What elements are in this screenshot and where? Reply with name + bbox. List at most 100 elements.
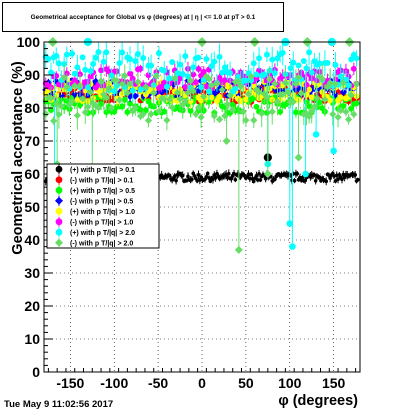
data-point bbox=[303, 65, 310, 72]
data-point bbox=[303, 91, 310, 98]
data-point bbox=[140, 55, 147, 61]
data-point bbox=[111, 88, 118, 95]
data-point bbox=[300, 58, 307, 64]
data-point bbox=[186, 77, 195, 85]
data-point bbox=[161, 108, 168, 115]
data-point bbox=[150, 103, 157, 110]
data-point bbox=[73, 111, 81, 120]
data-point bbox=[308, 69, 315, 76]
data-point bbox=[169, 59, 176, 66]
data-point bbox=[103, 49, 110, 56]
data-point bbox=[310, 103, 318, 111]
data-point bbox=[187, 98, 194, 105]
data-point bbox=[353, 55, 360, 62]
data-point bbox=[163, 116, 171, 124]
data-point bbox=[312, 131, 320, 138]
data-point bbox=[253, 103, 260, 110]
data-point bbox=[207, 176, 211, 180]
data-point bbox=[229, 106, 237, 114]
data-point bbox=[250, 82, 257, 89]
data-point bbox=[206, 88, 212, 95]
y-tick-label: 30 bbox=[24, 265, 40, 281]
data-point bbox=[119, 103, 126, 110]
data-point bbox=[316, 73, 324, 81]
legend-label: (+) with p T/|q| > 2.0 bbox=[70, 230, 135, 237]
data-point bbox=[258, 178, 263, 182]
data-point bbox=[63, 51, 70, 58]
data-point bbox=[208, 179, 213, 184]
y-tick-label: 20 bbox=[24, 298, 40, 314]
legend-label: (-) with p T/|q| > 0.5 bbox=[70, 198, 133, 205]
data-point bbox=[324, 59, 331, 66]
legend-label: (-) with p T/|q| > 0.1 bbox=[70, 177, 133, 184]
legend-label: (+) with p T/|q| > 0.5 bbox=[70, 188, 135, 195]
data-point bbox=[308, 107, 316, 116]
data-point bbox=[216, 53, 223, 60]
data-point bbox=[147, 110, 155, 118]
data-point bbox=[174, 178, 178, 183]
y-tick-label: 50 bbox=[24, 199, 40, 215]
data-point bbox=[340, 103, 347, 110]
data-point bbox=[348, 56, 355, 63]
data-point bbox=[94, 104, 103, 112]
data-point bbox=[121, 72, 129, 80]
data-point bbox=[52, 100, 60, 108]
data-point bbox=[102, 94, 110, 102]
y-tick-label: 100 bbox=[17, 34, 41, 50]
y-tick-label: 80 bbox=[24, 100, 40, 116]
data-point bbox=[216, 74, 223, 81]
data-point bbox=[342, 108, 350, 116]
data-point bbox=[53, 52, 60, 59]
data-point bbox=[321, 95, 329, 104]
legend: (+) with p T/|q| > 0.1 (-) with p T/|q| >… bbox=[46, 163, 160, 249]
data-point bbox=[165, 95, 174, 104]
data-point bbox=[196, 173, 201, 177]
data-point bbox=[182, 84, 189, 90]
data-point bbox=[50, 117, 58, 125]
data-point bbox=[150, 89, 158, 97]
data-point bbox=[176, 95, 184, 103]
data-point bbox=[258, 109, 266, 118]
x-tick-label: 150 bbox=[322, 375, 346, 391]
data-point bbox=[108, 72, 115, 79]
data-point bbox=[303, 81, 310, 88]
data-point bbox=[261, 71, 268, 78]
data-point bbox=[127, 70, 133, 77]
chart-title-box: Geometrical acceptance for Global vs φ (… bbox=[2, 2, 284, 32]
data-point bbox=[286, 220, 294, 227]
data-point bbox=[179, 101, 187, 109]
data-point bbox=[226, 171, 231, 176]
data-point bbox=[332, 61, 339, 68]
data-point bbox=[302, 110, 311, 118]
data-point bbox=[290, 59, 297, 66]
data-point bbox=[339, 88, 347, 96]
data-point bbox=[205, 75, 213, 83]
legend-marker bbox=[55, 186, 63, 194]
data-point bbox=[134, 78, 142, 86]
data-point bbox=[318, 75, 326, 83]
legend-marker bbox=[55, 196, 63, 205]
legend-marker bbox=[55, 207, 63, 215]
data-point bbox=[331, 91, 340, 99]
data-point bbox=[129, 75, 136, 82]
legend-marker bbox=[55, 176, 63, 184]
data-point bbox=[235, 73, 241, 80]
data-point bbox=[76, 82, 84, 90]
x-axis-label: φ (degrees) bbox=[278, 393, 358, 409]
data-point bbox=[234, 245, 243, 254]
data-point bbox=[71, 90, 79, 98]
x-tick-label: -100 bbox=[100, 375, 128, 391]
data-point bbox=[195, 65, 202, 72]
data-point bbox=[132, 58, 139, 64]
data-point bbox=[339, 79, 347, 87]
data-point bbox=[329, 110, 337, 118]
data-point bbox=[97, 77, 105, 85]
data-point bbox=[264, 51, 270, 58]
data-point bbox=[155, 107, 163, 115]
data-point bbox=[156, 50, 162, 57]
y-tick-label: 40 bbox=[24, 232, 40, 248]
data-point bbox=[123, 89, 131, 97]
data-point bbox=[208, 63, 215, 69]
data-point bbox=[218, 86, 226, 94]
data-point bbox=[194, 103, 203, 112]
